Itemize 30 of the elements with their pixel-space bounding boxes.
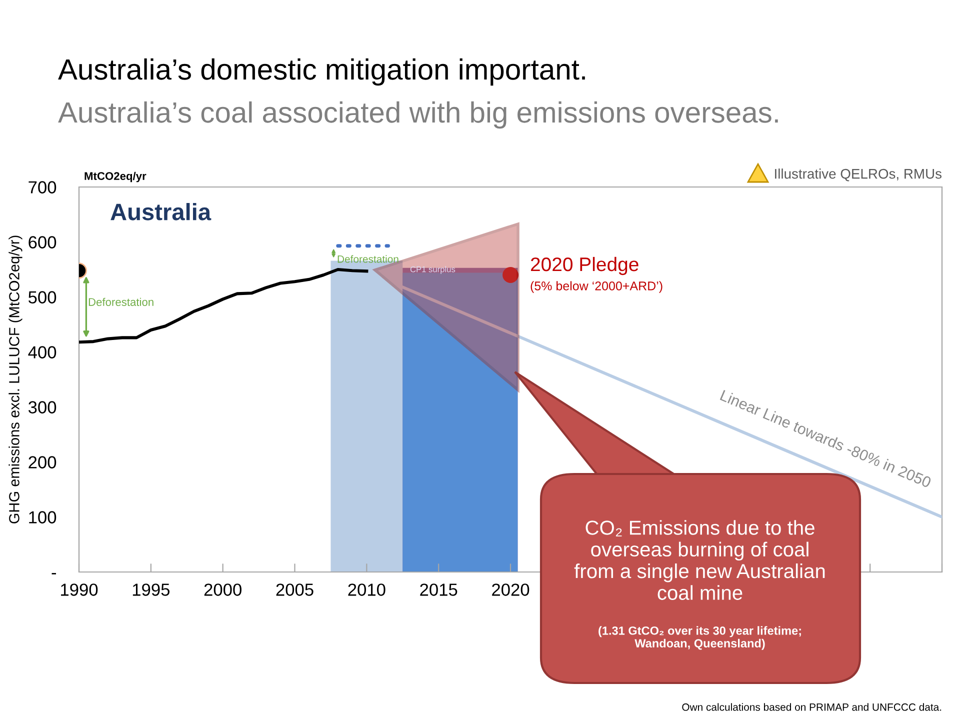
x-tick-label: 1990: [61, 584, 98, 596]
annotation: CO₂ Emissions due to the overseas burning of coal from a single new Australian coal mine: [574, 520, 825, 600]
y-tick-label: 100: [29, 511, 56, 524]
line-series: [79, 268, 368, 344]
y-tick-label: 700: [28, 181, 56, 194]
annotation: Deforestation: [338, 255, 398, 263]
chart-subtitle: Australia’s coal associated with big emissions overseas.: [58, 101, 778, 129]
y-tick-label: 400: [28, 346, 56, 358]
x-tick-label: 2015: [420, 584, 458, 596]
x-tick-label: 2010: [348, 584, 386, 596]
text: MtCO2eq/yr: [84, 172, 146, 182]
chart-title: Australia’s domestic mitigation important.: [58, 58, 585, 86]
y-tick-label: 500: [28, 291, 56, 304]
annotation: Deforestation: [88, 298, 154, 306]
text: Illustrative QELROs, RMUs: [775, 168, 942, 182]
y-tick-label: 300: [28, 401, 56, 414]
x-tick-label: 2005: [276, 584, 314, 596]
y-axis-title: GHG emissions excl. LULUCF (MtCO2eq/yr): [8, 236, 22, 524]
annotation: Australia: [110, 202, 212, 220]
annotation: (5% below ‘2000+ARD’): [530, 281, 662, 293]
x-tick-label: 2020: [492, 584, 530, 596]
x-tick-label: 2000: [204, 584, 242, 596]
text: Own calculations based on PRIMAP and UNFCCC data.: [682, 703, 942, 711]
y-tick-label: 200: [28, 456, 56, 468]
annotation: CP1 surplus: [410, 266, 456, 274]
y-tick-label: -: [52, 573, 56, 574]
text: (1.31 GtCO₂ over its 30 year lifetime; Wandoan, Queensland): [598, 626, 801, 650]
x-tick-label: 1995: [132, 584, 170, 596]
annotation: 2020 Pledge: [530, 256, 638, 276]
y-tick-label: 600: [28, 236, 56, 248]
